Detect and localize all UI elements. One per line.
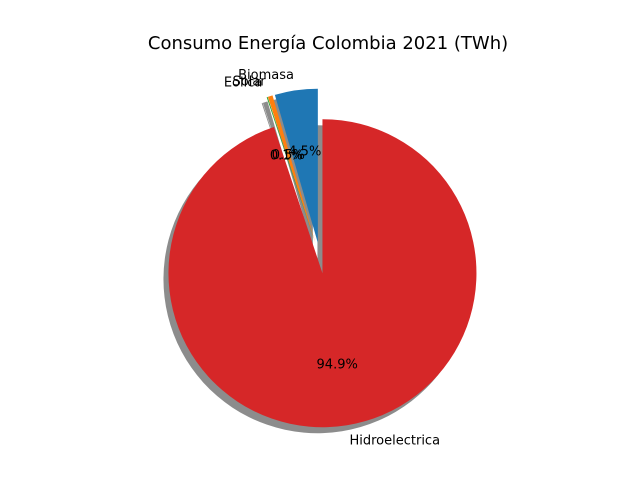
- slice-label-solar: Solar: [233, 74, 267, 89]
- wedge-layer: [168, 88, 477, 428]
- wedge-eolica: [266, 96, 316, 244]
- slice-label-biomasa: Biomasa: [238, 68, 294, 83]
- percent-label-hidroelectrica: 94.9%: [317, 357, 358, 372]
- slice-label-hidroelectrica: Hidroelectrica: [349, 433, 440, 448]
- percent-label-biomasa: 4.5%: [288, 144, 321, 159]
- wedge-hidroelectrica: [168, 119, 477, 428]
- percent-label-eolica: 0.1%: [270, 149, 303, 164]
- wedge-solar: [267, 95, 316, 244]
- percent-label-solar: 0.5%: [272, 148, 305, 163]
- wedge-biomasa: [274, 88, 318, 243]
- slice-label-eolica: Eolica: [224, 75, 263, 90]
- chart-title: Consumo Energía Colombia 2021 (TWh): [148, 33, 508, 54]
- label-layer: Biomasa 4.5% Solar 0.5% Eolica 0.1% Hidroelect…: [224, 68, 440, 448]
